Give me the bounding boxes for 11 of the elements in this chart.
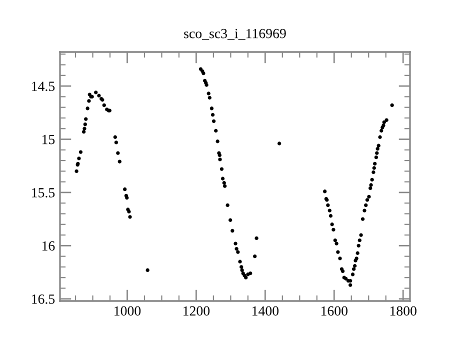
x-tick-label: 1600 [321, 306, 348, 316]
y-tick-label: 16.5 [32, 294, 55, 304]
y-tick-label: 15 [42, 134, 55, 144]
x-tick-label: 1200 [184, 306, 210, 316]
x-tick-label: 1800 [390, 306, 416, 316]
x-tick-label: 1000 [114, 306, 141, 316]
y-tick-label: 15.5 [32, 188, 55, 198]
x-tick-label: 1400 [252, 306, 279, 316]
y-tick-label: 16 [42, 241, 55, 251]
y-tick-label: 14.5 [32, 82, 55, 92]
chart-title: sco_sc3_i_116969 [184, 28, 286, 40]
